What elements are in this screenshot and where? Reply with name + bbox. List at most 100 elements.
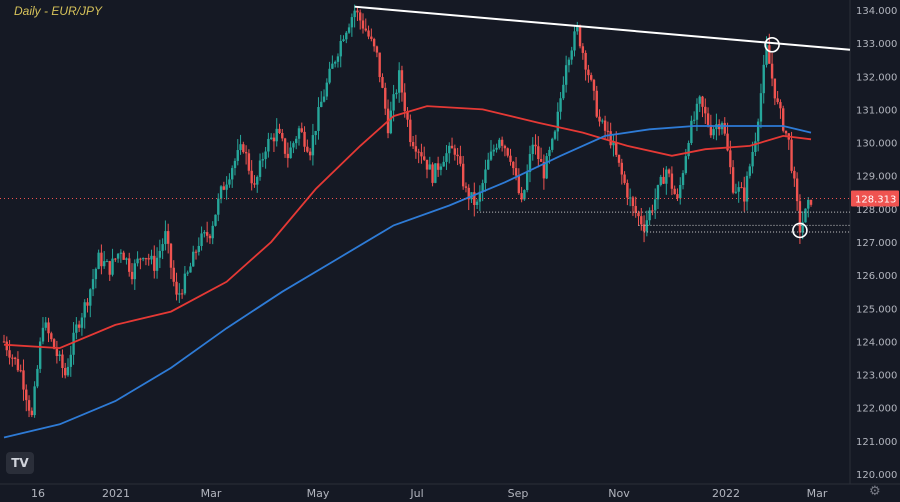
candle-body [217, 198, 220, 215]
candle-body [397, 70, 401, 93]
candle-body [144, 258, 148, 260]
y-tick-label: 134.000 [856, 6, 897, 17]
candle-body [409, 119, 412, 143]
candle-body [278, 128, 281, 134]
candle-body [97, 252, 100, 269]
candle-body [770, 63, 774, 79]
gear-icon[interactable]: ⚙ [869, 484, 881, 499]
candle-body [667, 169, 671, 174]
candle-body [559, 98, 562, 112]
candle-body [13, 357, 17, 359]
candle-body [782, 108, 785, 131]
candle-body [200, 233, 203, 246]
candle-body [44, 322, 47, 328]
candle-body [230, 168, 234, 180]
candle-body [754, 141, 757, 152]
candle-body [475, 201, 479, 205]
candle-body [642, 224, 646, 232]
candle-body [665, 169, 668, 184]
candle-body [690, 120, 693, 144]
candle-body [478, 191, 482, 202]
candle-body [807, 199, 810, 209]
candle-body [297, 128, 301, 139]
candle-body [489, 151, 493, 160]
candle-body [178, 293, 181, 295]
y-tick-label: 133.000 [856, 39, 897, 50]
candle-body [292, 143, 295, 148]
candle-body [250, 170, 253, 184]
candle-body [498, 139, 501, 148]
candle-body [311, 135, 315, 156]
candle-body [684, 156, 688, 174]
candle-body [679, 185, 682, 199]
candle-body [61, 354, 64, 369]
x-tick-label: Mar [201, 487, 222, 500]
candle-body [205, 232, 209, 236]
last-price-badge [851, 190, 899, 207]
candle-body [701, 96, 704, 107]
candle-body [517, 175, 521, 194]
candle-body [784, 130, 788, 134]
candle-body [180, 293, 184, 295]
candle-body [242, 144, 245, 153]
candle-body [50, 333, 53, 340]
candle-body [47, 322, 50, 334]
candle-body [139, 258, 142, 260]
candle-body [809, 199, 813, 205]
candle-body [662, 176, 665, 184]
x-tick-label: May [307, 487, 330, 500]
candle-body [77, 324, 81, 328]
candle-body [564, 65, 568, 85]
candle-body [55, 348, 59, 356]
candle-body [765, 45, 768, 65]
candle-body [328, 68, 331, 83]
candle-body [286, 153, 290, 159]
candle-body [481, 183, 484, 192]
candle-body [556, 111, 559, 132]
candle-body [487, 159, 490, 170]
candle-body [640, 216, 643, 225]
candle-body [320, 101, 323, 108]
candle-body [105, 261, 109, 263]
candle-body [634, 206, 637, 213]
candle-body [83, 302, 86, 318]
last-price-label: 128.313 [855, 194, 896, 205]
candle-body [203, 232, 206, 234]
candle-body [375, 46, 379, 53]
candle-body [795, 178, 799, 202]
candle-body [425, 159, 429, 170]
candle-body [314, 130, 317, 136]
candle-body [381, 77, 384, 88]
candle-body [576, 25, 579, 32]
candle-body [692, 119, 696, 121]
candle-body [214, 214, 217, 226]
candle-body [723, 123, 726, 134]
candle-body [676, 194, 679, 199]
candle-body [751, 151, 754, 167]
candle-body [704, 106, 707, 114]
candle-body [244, 152, 248, 154]
x-tick-label: 2021 [102, 487, 130, 500]
candle-body [155, 257, 159, 271]
candle-body [253, 183, 256, 185]
candle-body [423, 156, 426, 160]
tradingview-logo[interactable]: TV [6, 452, 34, 474]
candle-body [523, 190, 526, 200]
y-tick-label: 124.000 [856, 337, 897, 348]
candle-body [322, 96, 326, 102]
candle-body [261, 159, 265, 161]
y-tick-label: 127.000 [856, 238, 897, 249]
candle-body [211, 225, 214, 239]
candle-body [367, 30, 370, 37]
candle-body [553, 131, 557, 139]
y-tick-label: 131.000 [856, 105, 897, 116]
candle-body [186, 272, 189, 274]
candle-body [175, 281, 178, 295]
candle-body [436, 163, 440, 170]
candle-body [776, 98, 779, 103]
candle-body [258, 160, 262, 177]
candle-body [122, 252, 125, 260]
candle-body [584, 52, 587, 70]
candle-body [225, 184, 228, 190]
